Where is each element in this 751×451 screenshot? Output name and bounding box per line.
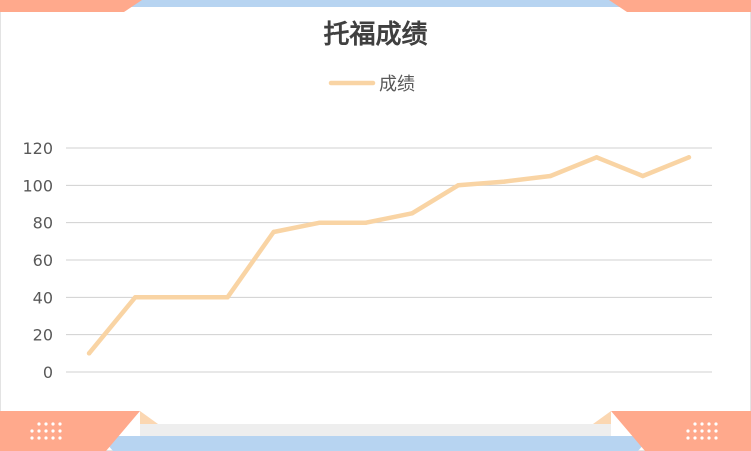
- decor-dot: [686, 436, 690, 440]
- decor-dot: [700, 429, 704, 433]
- data-point: [686, 155, 692, 160]
- y-tick-label: 40: [33, 288, 53, 307]
- y-tick-label: 60: [33, 251, 53, 270]
- top-left-corner-shape: [0, 0, 142, 12]
- chart-title: 托福成绩: [323, 20, 427, 50]
- top-decoration: [0, 0, 751, 12]
- bottom-left-corner-shape: [0, 411, 140, 451]
- bottom-left-peach-shape: [140, 411, 158, 424]
- decor-dot: [30, 436, 34, 440]
- bottom-right-dot-pattern: [686, 422, 718, 440]
- bottom-blue-band: [100, 436, 651, 451]
- decor-dot: [714, 429, 718, 433]
- data-point: [594, 155, 599, 160]
- gridlines: [66, 147, 712, 373]
- y-tick-label: 0: [43, 363, 53, 382]
- decor-dot: [714, 422, 718, 426]
- bottom-right-peach-shape: [593, 411, 611, 424]
- decor-dot: [44, 429, 48, 433]
- bottom-left-dot-pattern: [30, 422, 62, 440]
- bottom-gray-band: [140, 424, 611, 436]
- y-tick-label: 120: [22, 139, 53, 158]
- decor-dot: [58, 422, 62, 426]
- data-point: [133, 295, 138, 300]
- decor-dot: [693, 429, 697, 433]
- data-point: [409, 211, 415, 216]
- series-line: [86, 155, 692, 356]
- decor-dot: [44, 436, 48, 440]
- data-point: [271, 229, 276, 235]
- bottom-right-corner-shape: [611, 411, 751, 451]
- decor-dot: [37, 422, 41, 426]
- data-point: [502, 179, 507, 184]
- decor-dot: [707, 429, 711, 433]
- decor-dot: [58, 429, 62, 433]
- data-point: [363, 220, 369, 225]
- decor-dot: [693, 436, 697, 440]
- top-blue-band: [120, 0, 631, 7]
- decor-dot: [707, 422, 711, 426]
- data-point: [86, 351, 92, 356]
- decor-dot: [700, 436, 704, 440]
- y-tick-label: 80: [33, 214, 53, 233]
- decor-dot: [693, 422, 697, 426]
- data-point: [640, 173, 645, 179]
- data-point: [317, 220, 322, 225]
- legend-label: 成绩: [379, 74, 415, 95]
- top-right-corner-shape: [609, 0, 751, 12]
- y-tick-label: 20: [33, 326, 53, 345]
- bottom-decoration: [0, 411, 751, 451]
- legend: 成绩: [328, 74, 415, 95]
- data-point: [179, 295, 184, 300]
- decor-dot: [707, 436, 711, 440]
- decor-dot: [30, 429, 34, 433]
- decor-dot: [44, 422, 48, 426]
- decor-dot: [37, 429, 41, 433]
- data-point: [456, 183, 461, 188]
- decor-dot: [700, 422, 704, 426]
- data-point: [225, 295, 230, 300]
- decor-dot: [58, 436, 62, 440]
- decor-dot: [37, 436, 41, 440]
- y-axis-ticks: 0 20 40 60 80 100 120: [22, 139, 53, 382]
- data-point: [548, 173, 553, 179]
- y-tick-label: 100: [22, 176, 53, 195]
- decor-dot: [714, 436, 718, 440]
- decor-dot: [686, 429, 690, 433]
- decor-dot: [51, 429, 55, 433]
- series-layer: [86, 155, 692, 356]
- decor-dot: [51, 422, 55, 426]
- decor-dot: [51, 436, 55, 440]
